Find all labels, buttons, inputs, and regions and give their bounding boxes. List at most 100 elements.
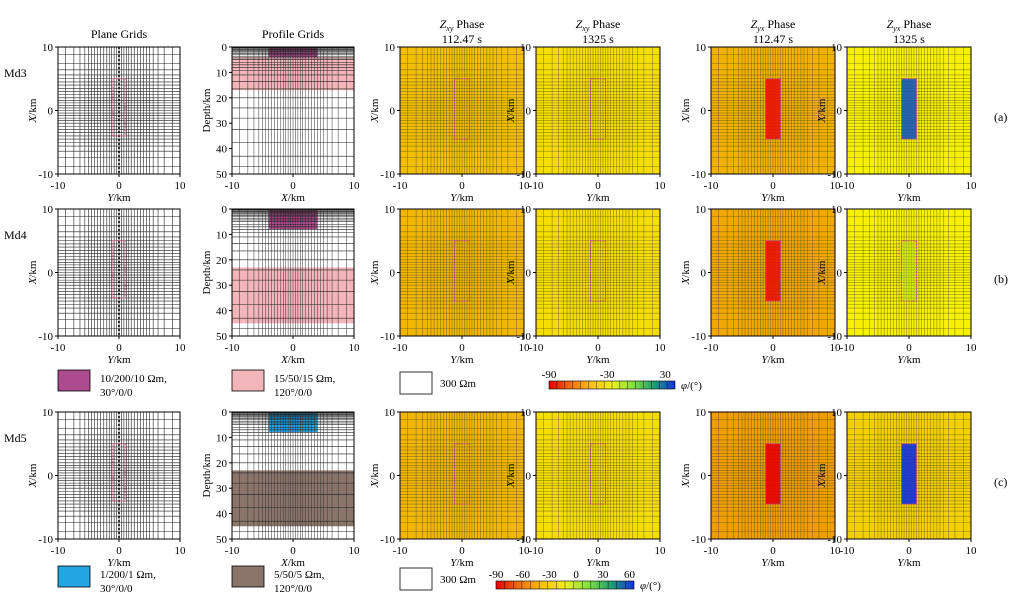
y-tick-label: 0 [390,268,396,280]
phase-map-panel: -10 0 10 10 0 -10 Y/km X/km [816,42,977,204]
phase-anomaly [765,443,781,505]
x-tick-label: -10 [840,545,855,557]
y-tick-label: -10 [380,331,395,343]
anomaly-outline [112,240,126,299]
x-tick-label: 10 [349,342,361,354]
x-tick-label: 10 [175,545,187,557]
colorbar-tick-label: -30 [542,569,557,581]
y-tick-label: 0 [390,106,396,118]
y-tick-label: 10 [520,407,532,419]
legend2-swatch-2 [231,565,265,588]
x-tick-label: -10 [393,545,408,557]
x-axis-label: Y/km [897,557,921,569]
phase-map-panel: -10 0 10 10 0 -10 Y/km X/km [505,204,666,366]
x-tick-label: 10 [966,545,978,557]
y-tick-label: 10 [695,42,707,54]
y-tick-label: 30 [216,483,228,495]
colorbar-tick-label: -90 [542,369,557,381]
x-tick-label: -10 [529,342,544,354]
x-tick-label: -10 [840,180,855,192]
y-axis-label: X/km [680,98,692,123]
x-tick-label: -10 [704,545,719,557]
x-tick-label: 10 [966,180,978,192]
x-axis-label: Y/km [897,354,921,366]
y-axis-label: Depth/km [201,250,213,294]
column-title: Zxy Phase [440,17,485,33]
x-tick-label: 0 [595,342,601,354]
y-axis-label: X/km [27,260,39,285]
x-axis-label: Y/km [761,354,785,366]
colorbar-tick-label: 60 [624,569,636,581]
legend1-swatch-3 [399,371,433,395]
x-axis-label: Y/km [586,192,610,204]
y-tick-label: 40 [216,306,228,318]
y-tick-label: -10 [516,331,531,343]
legend2-swatch-3 [399,567,433,591]
x-tick-label: -10 [393,342,408,354]
x-axis-label: Y/km [761,557,785,569]
y-tick-label: 20 [216,255,228,267]
anomaly-outline [454,443,470,505]
anomaly-outline [112,78,126,137]
y-axis-label: X/km [27,98,39,123]
y-tick-label: 0 [526,106,532,118]
column-period: 1325 s [893,32,925,46]
x-tick-label: -10 [51,545,66,557]
y-axis-label: X/km [505,98,517,123]
phase-map-panel: -10 0 10 10 0 -10 Y/km X/km [816,204,977,366]
anomaly-outline [590,78,606,140]
y-tick-label: 0 [526,268,532,280]
y-axis-label: X/km [369,463,381,488]
y-tick-label: -10 [516,534,531,546]
y-tick-label: 40 [216,144,228,156]
x-tick-label: 0 [116,342,122,354]
anomaly-outline [765,240,781,302]
y-tick-label: -10 [380,169,395,181]
x-tick-label: 10 [830,342,842,354]
x-axis-label: X/km [280,354,305,366]
profile-grid-panel: -10 0 10 0 10 20 30 40 50 X/km Depth/km [201,407,360,569]
legend2-label-2b: 120°/0/0 [274,583,313,595]
y-tick-label: 0 [701,471,707,483]
y-tick-label: 10 [831,204,843,216]
y-axis-label: X/km [27,463,39,488]
legend1-swatch-1 [57,369,91,392]
anomaly-outline [901,443,917,505]
y-tick-label: -10 [827,169,842,181]
y-tick-label: 10 [384,42,396,54]
y-tick-label: 10 [216,67,228,79]
phase-anomaly [901,443,917,505]
anomaly-outline [901,78,917,140]
x-tick-label: -10 [51,180,66,192]
y-axis-label: X/km [816,463,828,488]
x-axis-label: X/km [280,557,305,569]
x-tick-label: 10 [830,545,842,557]
x-tick-label: -10 [529,545,544,557]
y-tick-label: 50 [216,331,228,343]
x-tick-label: -10 [529,180,544,192]
row-tag: (c) [994,475,1007,489]
y-tick-label: 10 [695,204,707,216]
y-tick-label: 10 [216,432,228,444]
x-axis-label: Y/km [586,354,610,366]
x-tick-label: 10 [655,180,667,192]
y-tick-label: 0 [48,471,54,483]
phase-map-panel: -10 0 10 10 0 -10 Y/km X/km [680,204,841,366]
y-tick-label: 40 [216,509,228,521]
y-tick-label: -10 [516,169,531,181]
column-title: Zyx Phase [751,17,796,33]
phase-anomaly [765,240,781,302]
y-tick-label: -10 [691,331,706,343]
y-tick-label: 0 [837,471,843,483]
x-tick-label: 0 [459,545,465,557]
profile-grid-panel: -10 0 10 0 10 20 30 40 50 X/km Depth/km [201,204,360,366]
x-axis-label: Y/km [450,557,474,569]
phase-map-panel: -10 0 10 10 0 -10 Y/km X/km [369,204,530,366]
column-title: Zyx Phase [887,17,932,33]
profile-grid-panel: -10 0 10 0 10 20 30 40 50 X/km Depth/km [201,42,360,204]
y-tick-label: 0 [837,106,843,118]
y-tick-label: 0 [701,106,707,118]
plane-grid-panel: -10 0 10 10 0 -10 Y/km X/km [27,204,186,366]
y-tick-label: 0 [222,407,228,419]
x-tick-label: 0 [290,180,296,192]
